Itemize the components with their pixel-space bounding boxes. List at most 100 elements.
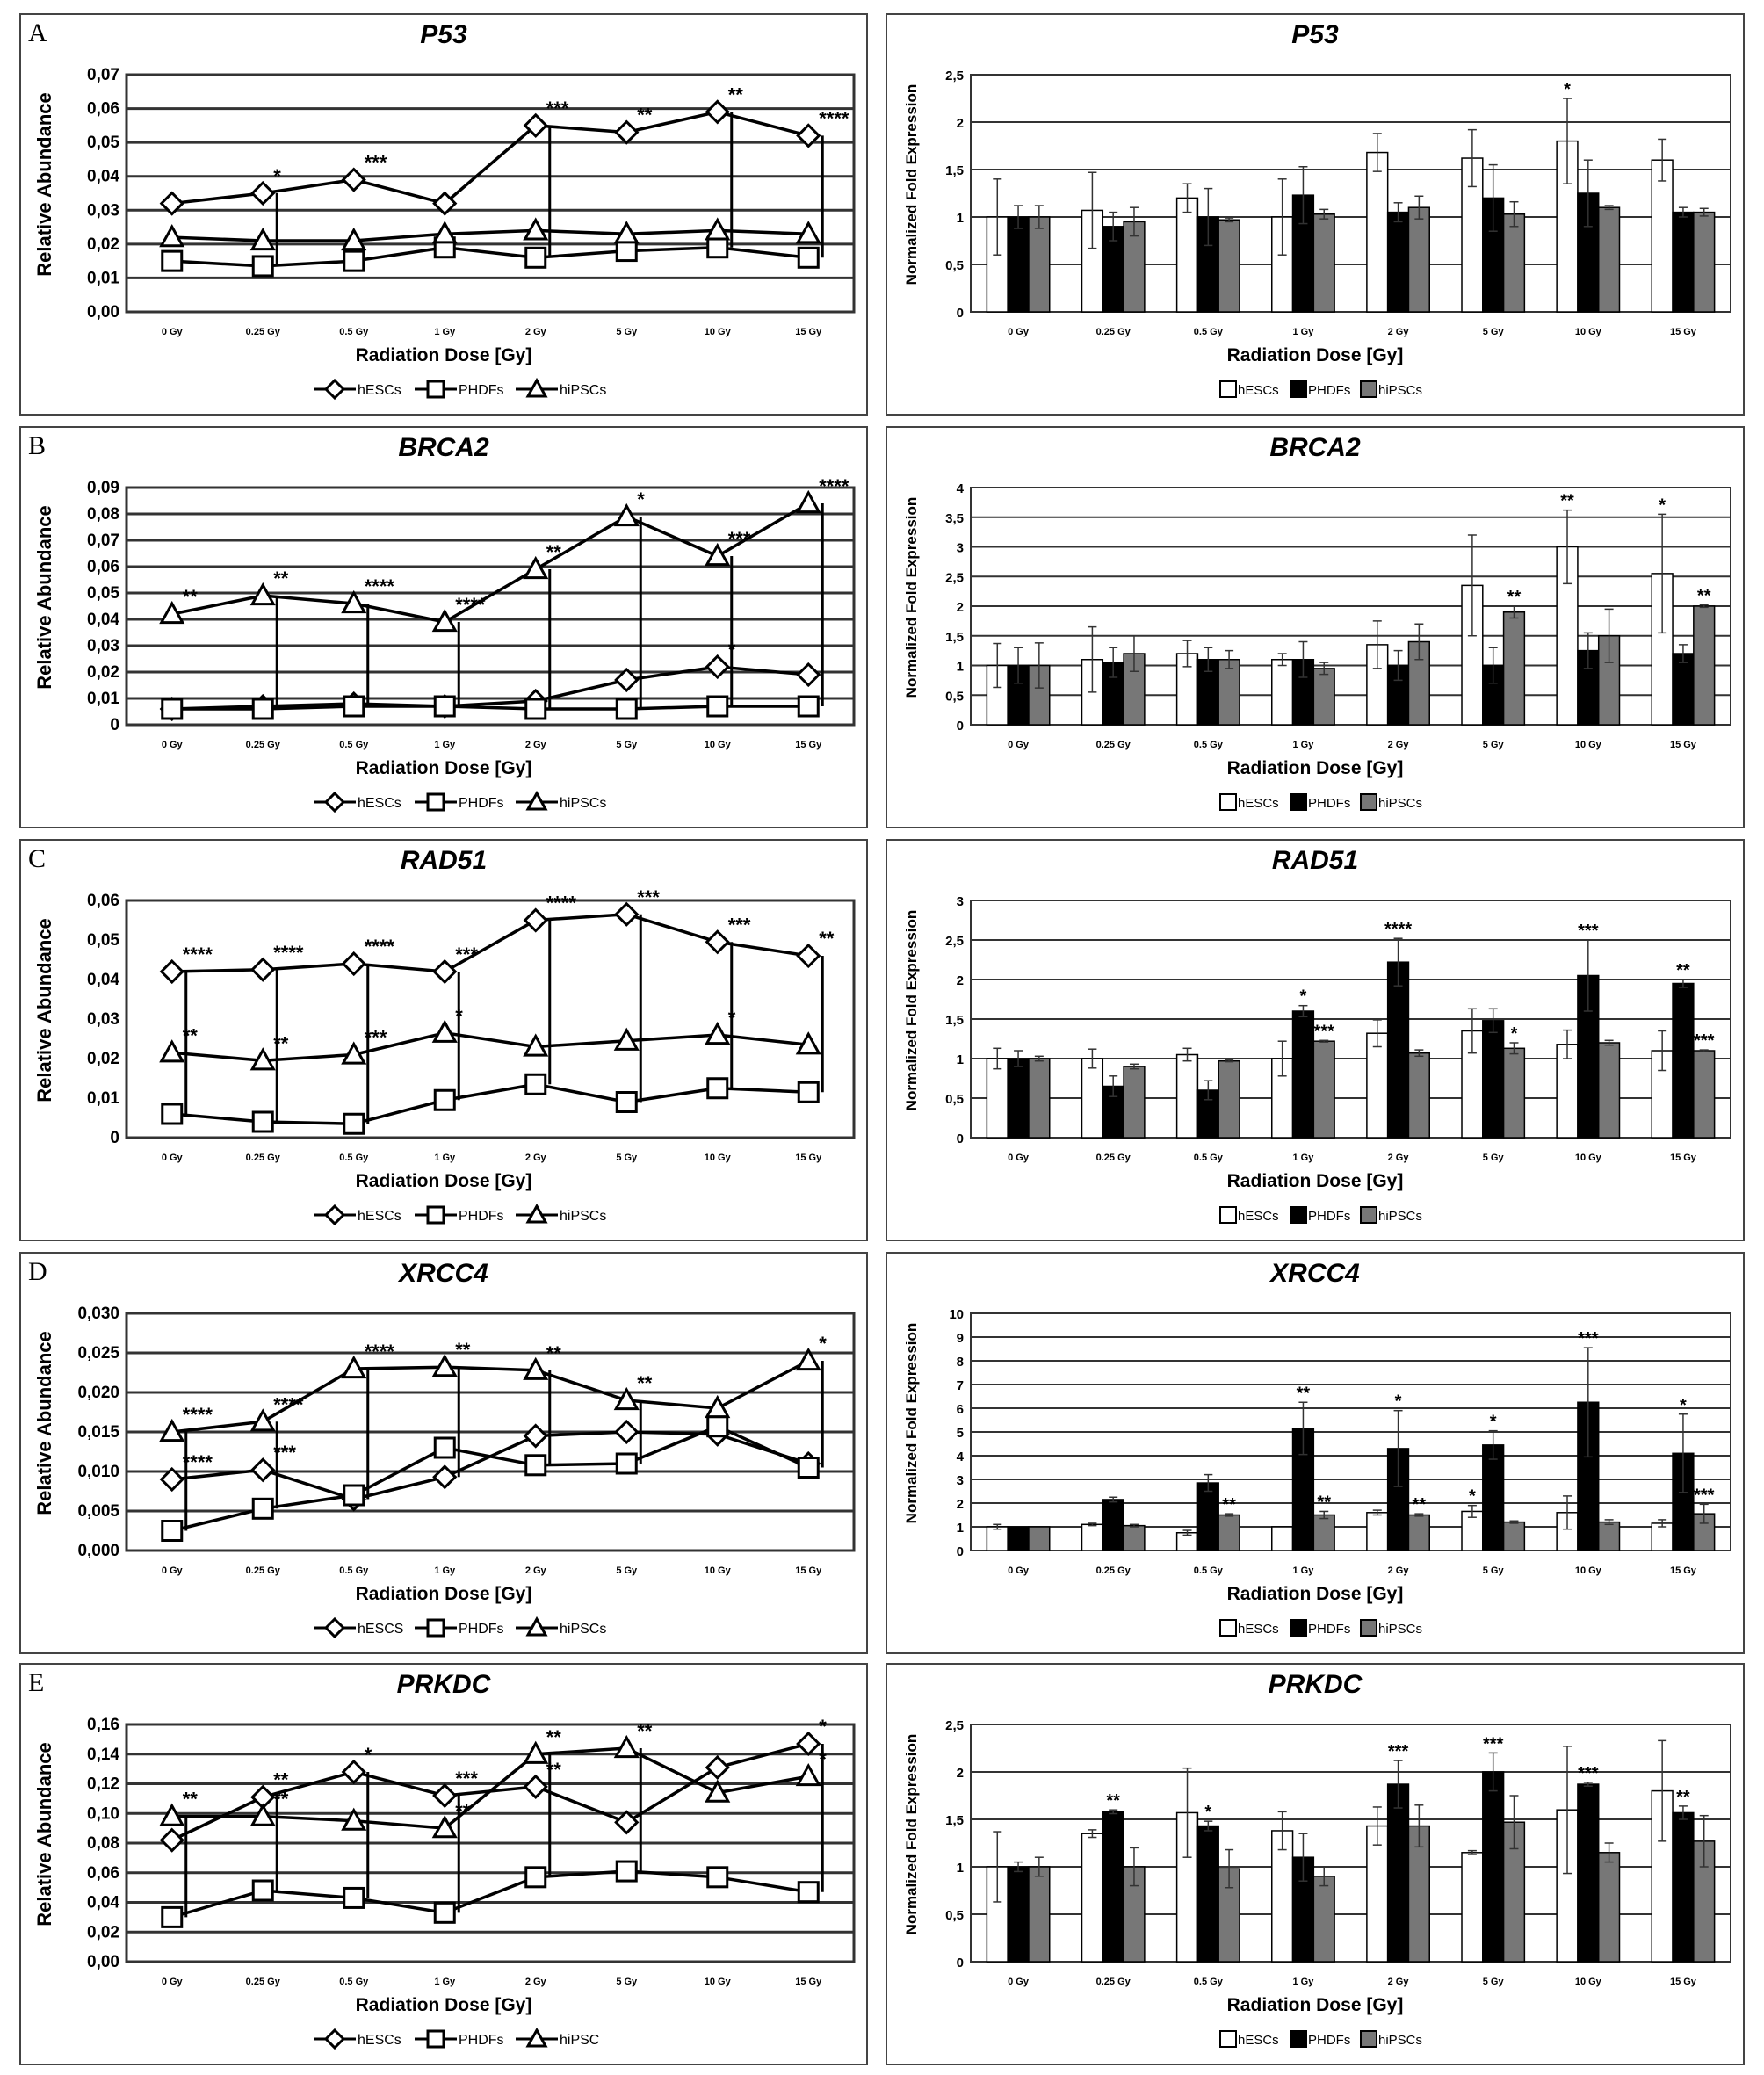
y-tick-label: 0,05 xyxy=(87,134,119,152)
x-tick-label: 0.5 Gy xyxy=(339,1565,369,1576)
bar-PHDFs xyxy=(1102,1499,1124,1551)
y-tick-label: 0,000 xyxy=(77,1542,119,1560)
plot-area-border xyxy=(970,487,1731,726)
significance-stars: * xyxy=(819,1716,827,1738)
x-tick-label: 0.5 Gy xyxy=(339,1153,369,1163)
legend: hESCs PHDFs hiPSC xyxy=(314,2027,599,2050)
chart-svg: 0 0,5 1 1,5 2 2,5 0 Gy 0.25 Gy 0.5 Gy 1 Gy 2 Gy 5 G… xyxy=(945,69,1731,398)
x-tick-label: 0.25 Gy xyxy=(246,1977,281,1987)
x-tick-label: 0 Gy xyxy=(1008,1153,1030,1163)
bar-hESCs xyxy=(1271,1830,1294,1963)
legend: hESCs PHDFs hiPSCs xyxy=(314,1203,606,1226)
legend-label: hiPSCs xyxy=(1378,383,1422,398)
legend-label: PHDFs xyxy=(459,1622,504,1637)
square-marker xyxy=(524,1454,547,1477)
bar-PHDFs xyxy=(1672,982,1695,1139)
x-tick-label: 15 Gy xyxy=(1670,1977,1697,1987)
square-marker xyxy=(615,1452,638,1475)
plot-area-border xyxy=(125,1312,856,1552)
legend-label: hiPSCs xyxy=(1378,1209,1422,1224)
x-tick-label: 15 Gy xyxy=(1670,740,1697,750)
significance-stars: *** xyxy=(1388,1742,1409,1761)
y-tick-label: 0,08 xyxy=(87,1834,119,1853)
x-tick-label: 2 Gy xyxy=(525,327,547,337)
bar-hiPSCs xyxy=(1312,1040,1335,1139)
y-tick-label: 2,5 xyxy=(945,1718,964,1733)
x-tick-label: 5 Gy xyxy=(1483,1565,1505,1576)
x-tick-label: 0.25 Gy xyxy=(246,327,281,337)
significance-stars: * xyxy=(637,488,645,510)
series-line-PHDFs xyxy=(171,705,809,711)
square-marker xyxy=(251,1879,274,1902)
bar-hiPSCs xyxy=(1312,1876,1335,1963)
y-tick-label: 0,07 xyxy=(87,531,119,550)
y-tick-label: 4 xyxy=(957,1450,965,1464)
square-marker xyxy=(343,249,365,272)
bar-hESCs xyxy=(1366,1032,1389,1139)
x-tick-label: 1 Gy xyxy=(1293,740,1315,750)
bar-hiPSCs xyxy=(1123,1066,1146,1139)
diamond-marker xyxy=(705,654,730,680)
legend-label: hESCs xyxy=(358,2033,401,2048)
significance-stars: ** xyxy=(637,1372,653,1394)
legend-label: hiPSCs xyxy=(560,796,606,811)
triangle-marker xyxy=(525,1203,548,1224)
significance-stars: **** xyxy=(183,944,213,965)
bar-hiPSCs xyxy=(1312,213,1335,313)
x-tick-label: 15 Gy xyxy=(1670,327,1697,337)
bar-hiPSCs xyxy=(1502,1047,1526,1139)
significance-stars: **** xyxy=(365,1341,395,1363)
significance-stars: ** xyxy=(728,83,744,105)
x-tick-label: 5 Gy xyxy=(1483,327,1505,337)
legend-swatch xyxy=(1360,1619,1377,1637)
triangle-marker xyxy=(159,1803,185,1826)
significance-stars: ** xyxy=(637,1720,653,1742)
significance-stars: * xyxy=(1680,1396,1687,1415)
y-tick-label: 0,00 xyxy=(87,1953,119,1971)
legend-label: PHDFs xyxy=(1308,1209,1350,1224)
square-marker xyxy=(343,1886,365,1909)
y-tick-label: 0,03 xyxy=(87,201,119,220)
chart-title: P53 xyxy=(1291,20,1339,49)
diamond-marker xyxy=(614,667,640,693)
y-tick-label: 0,02 xyxy=(87,235,119,254)
triangle-marker xyxy=(341,1807,367,1831)
x-axis-label: Radiation Dose [Gy] xyxy=(1226,1995,1404,2015)
chart-panel-xrcc4-line: D XRCC4 Radiation Dose [Gy] Relative Abunda… xyxy=(19,1252,868,1654)
chart-panel-rad51-bar: RAD51 Radiation Dose [Gy] Normalized Fold … xyxy=(886,839,1745,1241)
bar-PHDFs xyxy=(1386,1783,1410,1963)
significance-stars: *** xyxy=(1694,1031,1715,1051)
bar-hESCs xyxy=(1081,1833,1104,1963)
series-line-hiPSC xyxy=(171,1746,809,1830)
square-marker xyxy=(161,249,184,272)
square-marker xyxy=(797,1081,820,1103)
bar-hiPSCs xyxy=(1028,1526,1051,1551)
legend: hESCs PHDFs hiPSCs xyxy=(1219,1619,1422,1637)
triangle-marker xyxy=(431,1815,458,1839)
diamond-marker xyxy=(796,662,821,688)
legend-label: PHDFs xyxy=(1308,796,1350,811)
significance-stars: *** xyxy=(728,914,751,936)
significance-stars: **** xyxy=(365,575,395,597)
significance-stars: ** xyxy=(273,568,289,589)
legend-swatch xyxy=(1360,1206,1377,1224)
x-tick-label: 0 Gy xyxy=(1008,1977,1030,1987)
plot-area-border xyxy=(125,899,856,1139)
bar-PHDFs xyxy=(1482,1020,1505,1139)
triangle-marker xyxy=(523,555,549,580)
legend-label: hiPSCs xyxy=(1378,796,1422,811)
x-tick-label: 1 Gy xyxy=(1293,327,1315,337)
legend-label: hESCs xyxy=(1238,383,1279,398)
diamond-marker xyxy=(614,1419,640,1445)
significance-stars: * xyxy=(1659,495,1666,515)
y-tick-label: 0,5 xyxy=(945,258,964,273)
significance-stars: *** xyxy=(1578,1329,1599,1348)
significance-stars: **** xyxy=(1384,920,1412,939)
y-tick-label: 0,06 xyxy=(87,1864,119,1883)
y-tick-label: 0 xyxy=(957,1131,964,1146)
square-marker xyxy=(343,1484,365,1507)
bar-hESCs xyxy=(986,1058,1009,1139)
bar-hiPSCs xyxy=(1502,1521,1526,1551)
y-tick-label: 0,05 xyxy=(87,931,119,950)
chart-title: XRCC4 xyxy=(399,1259,488,1288)
